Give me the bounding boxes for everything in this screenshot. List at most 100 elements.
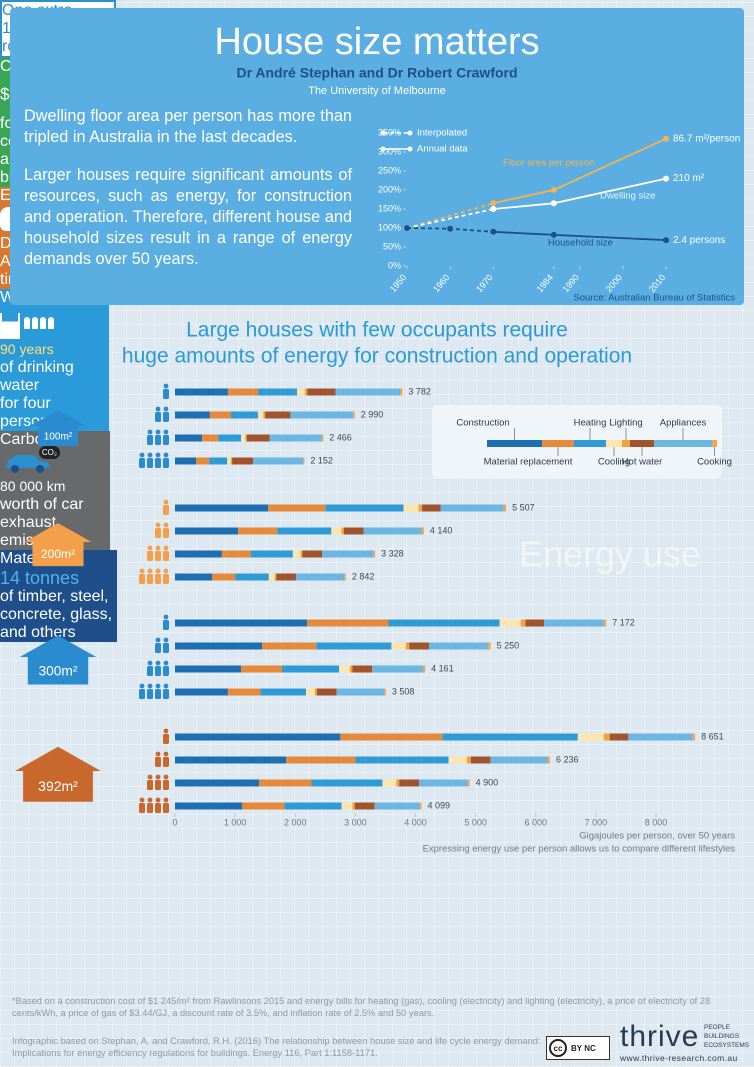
data-point	[663, 175, 669, 182]
bar-segment	[175, 779, 260, 787]
occupant-icons	[139, 683, 169, 699]
bar-segment	[349, 665, 353, 673]
person-body	[155, 574, 161, 584]
bar-segment	[218, 434, 242, 442]
person-head	[155, 406, 161, 412]
person-body	[147, 666, 153, 676]
total-label: 2 990	[361, 409, 384, 419]
person-head	[163, 429, 169, 435]
total-label: 2 466	[329, 432, 352, 442]
bar-segment	[488, 642, 491, 650]
bar-segment	[335, 388, 400, 396]
person-head	[163, 522, 169, 528]
bar-segment	[325, 504, 404, 512]
house-icon	[19, 635, 97, 685]
bar-segment	[440, 504, 504, 512]
total-label: 4 161	[431, 663, 454, 673]
person-body	[147, 574, 153, 584]
bar-segment	[196, 457, 210, 465]
title: House size matters	[214, 21, 539, 63]
occupant-icons	[155, 522, 169, 538]
y-tick-label: 300%	[378, 146, 401, 156]
person-body	[147, 689, 153, 699]
bar-segment	[396, 779, 400, 787]
bar-segment	[227, 688, 261, 696]
bar-segment	[388, 619, 500, 627]
bar-segment	[286, 756, 356, 764]
bar-segment	[372, 665, 424, 673]
person-body	[163, 458, 169, 468]
person-body	[163, 689, 169, 699]
bar-segment	[175, 756, 287, 764]
x-tick-label: 0	[172, 817, 177, 827]
person	[32, 316, 38, 329]
person-body	[163, 757, 169, 767]
person-body	[147, 803, 153, 813]
bar-segment	[603, 733, 610, 741]
trend-line	[406, 202, 494, 229]
total-label: 6 236	[556, 754, 579, 764]
person-head	[163, 637, 169, 643]
bar-segment	[238, 527, 278, 535]
person-body	[163, 574, 169, 584]
bar-segment	[352, 411, 355, 419]
box-value: 90 years	[0, 339, 109, 359]
watermark: Energy use	[519, 534, 701, 575]
bar-segment	[268, 573, 275, 581]
occupant-icons	[147, 660, 169, 676]
data-point	[447, 225, 454, 232]
bar-segment	[603, 619, 607, 627]
bar-segment	[290, 411, 353, 419]
heading: huge amounts of energy for construction …	[122, 345, 632, 368]
logo-tagline: ECOSYSTEMS	[704, 1042, 750, 1049]
house-size: 100m²	[44, 432, 73, 443]
person-body	[155, 803, 161, 813]
total-label: 7 172	[612, 617, 635, 627]
bar-segment	[307, 388, 336, 396]
x-tick-label: 6 000	[524, 817, 547, 827]
data-point	[490, 200, 497, 207]
person-head	[163, 452, 169, 458]
bar-segment	[175, 550, 222, 558]
bar-segment	[405, 642, 410, 650]
bar-segment	[253, 457, 304, 465]
license-badge: cc BY NC	[546, 1036, 610, 1060]
value-text: 90 years	[0, 340, 54, 357]
legend-swatch	[487, 440, 542, 447]
occupant-icons	[139, 797, 169, 813]
footnote: *Based on a construction cost of $1 245/…	[12, 996, 711, 1018]
bar-segment	[268, 504, 326, 512]
end-label: 210 m²	[673, 173, 705, 184]
legend-swatch	[622, 440, 630, 447]
bar-segment	[232, 457, 254, 465]
car	[6, 454, 50, 473]
bar-segment	[227, 457, 231, 465]
bar-segment	[202, 434, 219, 442]
series-label: Household size	[548, 238, 613, 249]
occupant-icons	[139, 568, 169, 584]
occupant-icons	[163, 614, 169, 630]
bar-segment	[336, 688, 385, 696]
person-body	[155, 528, 161, 538]
bar-segment	[547, 756, 550, 764]
person-head	[155, 774, 161, 780]
bar-segment	[352, 665, 373, 673]
box-text: worth of car	[0, 495, 84, 513]
person-body	[163, 505, 169, 515]
occupant-icons	[155, 406, 169, 422]
person-body	[139, 803, 145, 813]
bar-segment	[423, 665, 426, 673]
bar-segment	[209, 457, 228, 465]
person-body	[163, 551, 169, 561]
person-head	[163, 383, 169, 389]
total-label: 2 842	[352, 571, 375, 581]
total-label: 4 140	[430, 525, 453, 535]
bar-segment	[609, 733, 629, 741]
person-body	[147, 435, 153, 445]
person-body	[139, 689, 145, 699]
person-body	[155, 551, 161, 561]
bar-segment	[311, 779, 383, 787]
bar-segment	[221, 550, 251, 558]
person-body	[163, 435, 169, 445]
bar-segment	[257, 411, 264, 419]
